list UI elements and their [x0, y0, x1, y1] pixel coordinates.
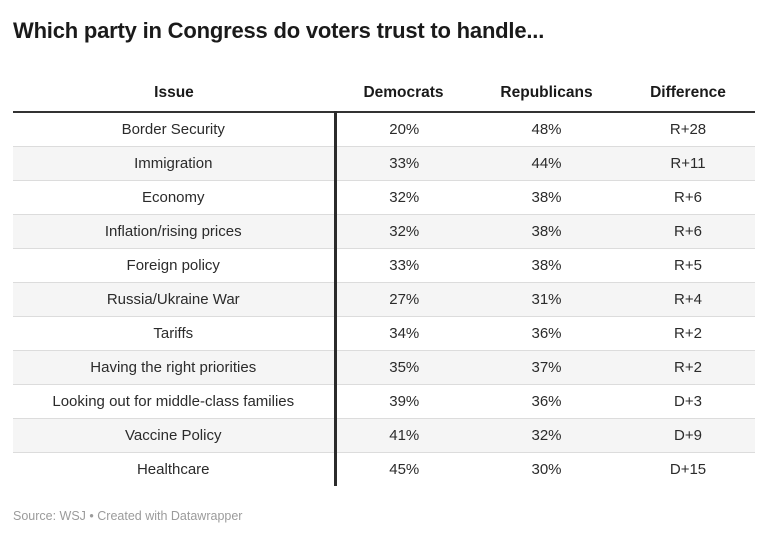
- table-row: Immigration 33% 44% R+11: [13, 146, 755, 181]
- difference-cell: R+11: [621, 146, 755, 181]
- column-header-issue: Issue: [13, 75, 335, 113]
- column-header-difference: Difference: [621, 75, 755, 113]
- table-row: Tariffs 34% 36% R+2: [13, 316, 755, 351]
- issue-cell: Having the right priorities: [13, 350, 337, 385]
- difference-cell: D+15: [621, 452, 755, 486]
- poll-table: Issue Democrats Republicans Difference B…: [13, 75, 755, 486]
- republicans-cell: 48%: [531, 121, 562, 138]
- democrats-cell: 20%: [389, 121, 420, 138]
- republicans-cell: 44%: [472, 146, 621, 181]
- difference-cell: R+28: [669, 121, 707, 138]
- chart-title: Which party in Congress do voters trust …: [13, 18, 545, 43]
- issue-cell: Foreign policy: [13, 248, 337, 283]
- difference-cell: R+6: [621, 214, 755, 249]
- difference-cell: D+9: [621, 418, 755, 453]
- republicans-cell: 38%: [472, 214, 621, 249]
- issue-cell: Looking out for middle-class families: [13, 384, 337, 419]
- democrats-cell: 27%: [335, 282, 472, 317]
- democrats-cell: 39%: [335, 384, 472, 419]
- issue-cell: Russia/Ukraine War: [13, 282, 337, 317]
- table-row: Foreign policy 33% 38% R+5: [13, 248, 755, 283]
- democrats-cell: 34%: [335, 316, 472, 351]
- republicans-cell: 36%: [472, 316, 621, 351]
- republicans-cell: 38%: [472, 248, 621, 283]
- republicans-cell: 32%: [472, 418, 621, 453]
- table-row: Vaccine Policy 41% 32% D+9: [13, 418, 755, 453]
- table-row: Healthcare 45% 30% D+15: [13, 452, 755, 486]
- democrats-cell: 32%: [335, 180, 472, 215]
- table-row: Russia/Ukraine War 27% 31% R+4: [13, 282, 755, 317]
- republicans-cell: 36%: [472, 384, 621, 419]
- issue-cell: Tariffs: [13, 316, 337, 351]
- difference-cell: D+3: [621, 384, 755, 419]
- democrats-cell: 35%: [335, 350, 472, 385]
- democrats-cell: 33%: [335, 248, 472, 283]
- republicans-cell: 30%: [472, 452, 621, 486]
- header-row: Issue Democrats Republicans Difference: [13, 75, 755, 113]
- democrats-cell: 32%: [335, 214, 472, 249]
- democrats-cell: 41%: [335, 418, 472, 453]
- difference-cell: R+5: [621, 248, 755, 283]
- table-header: Issue Democrats Republicans Difference: [13, 75, 755, 113]
- issue-cell: Vaccine Policy: [13, 418, 337, 453]
- column-header-republicans: Republicans: [472, 75, 621, 113]
- democrats-cell: 33%: [335, 146, 472, 181]
- difference-cell: R+2: [621, 350, 755, 385]
- difference-cell: R+2: [621, 316, 755, 351]
- table-row: Looking out for middle-class families 39%…: [13, 384, 755, 419]
- source-attribution: Source: WSJ • Created with Datawrapper: [13, 509, 243, 523]
- difference-cell: R+4: [621, 282, 755, 317]
- issue-cell: Economy: [13, 180, 337, 215]
- issue-cell: Healthcare: [13, 452, 337, 486]
- republicans-cell: 37%: [472, 350, 621, 385]
- difference-cell: R+6: [621, 180, 755, 215]
- republicans-cell: 38%: [472, 180, 621, 215]
- republicans-cell: 31%: [472, 282, 621, 317]
- table-row: Having the right priorities 35% 37% R+2: [13, 350, 755, 385]
- table-row: Border Security 20% 48% R+28: [13, 112, 755, 147]
- table-row: Economy 32% 38% R+6: [13, 180, 755, 215]
- table-body: Border Security 20% 48% R+28 Immigration 33% 4…: [13, 112, 755, 486]
- table-row: Inflation/rising prices 32% 38% R+6: [13, 214, 755, 249]
- issue-cell: Inflation/rising prices: [13, 214, 337, 249]
- democrats-cell: 45%: [335, 452, 472, 486]
- issue-cell: Border Security: [13, 112, 337, 147]
- issue-cell: Immigration: [13, 146, 337, 181]
- column-header-democrats: Democrats: [335, 75, 472, 113]
